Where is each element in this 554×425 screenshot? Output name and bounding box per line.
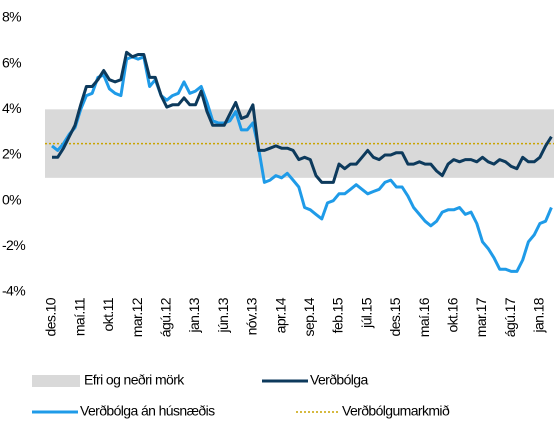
- legend-label: Verðbólga án húsnæðis: [80, 403, 215, 419]
- y-tick-label: 8%: [2, 9, 21, 25]
- legend-swatch: [32, 375, 80, 387]
- x-tick-label: jan.13: [186, 297, 202, 333]
- x-tick-label: nóv.13: [244, 297, 260, 335]
- y-tick-label: 4%: [2, 100, 21, 116]
- x-tick-label: apr.14: [272, 297, 288, 333]
- x-tick-label: maí.16: [416, 297, 432, 337]
- series-line: [51, 55, 553, 273]
- legend-label: Verðbólgumarkmið: [342, 403, 450, 419]
- y-tick-label: 6%: [2, 54, 21, 70]
- x-tick-label: ágú.17: [502, 297, 518, 337]
- legend-label: Verðbólga: [310, 372, 368, 388]
- y-tick-label: -4%: [2, 283, 25, 299]
- x-tick-label: feb.15: [330, 297, 346, 333]
- x-tick-label: okt.16: [445, 297, 461, 332]
- legend-label: Efri og neðri mörk: [84, 372, 185, 388]
- series-line: [52, 50, 553, 184]
- x-tick-label: mar.17: [473, 297, 489, 337]
- x-tick-label: júl.15: [358, 297, 374, 329]
- x-tick-label: okt.11: [100, 297, 116, 331]
- x-tick-label: des.10: [43, 297, 59, 336]
- y-tick-label: 0%: [2, 191, 21, 207]
- x-tick-label: des.15: [387, 297, 403, 336]
- y-tick-label: 2%: [2, 146, 21, 162]
- x-tick-label: jún.13: [215, 297, 231, 333]
- x-tick-label: ágú.12: [158, 297, 174, 337]
- x-tick-label: sep.14: [301, 297, 317, 336]
- y-tick-label: -2%: [2, 237, 25, 253]
- x-tick-label: maí.11: [71, 297, 87, 336]
- x-tick-label: jan.18: [531, 297, 547, 333]
- x-tick-label: mar.12: [129, 297, 145, 337]
